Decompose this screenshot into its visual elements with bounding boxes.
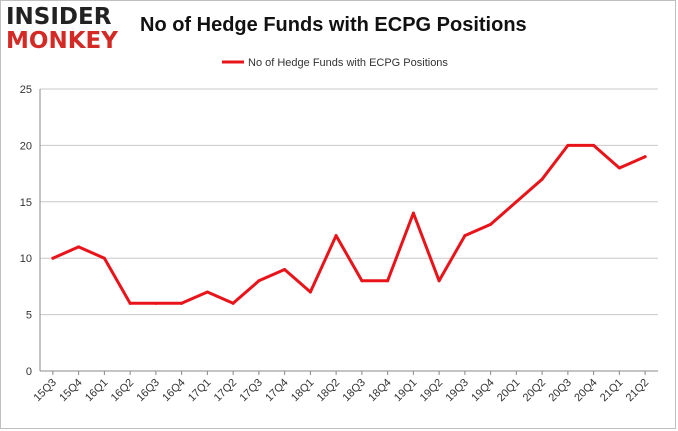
data-point: [386, 279, 390, 283]
data-point: [128, 301, 132, 305]
legend: No of Hedge Funds with ECPG Positions: [222, 57, 448, 69]
y-tick-label: 0: [26, 366, 32, 378]
x-tick-label: 15Q4: [57, 377, 85, 405]
x-tick-label: 17Q4: [263, 377, 291, 405]
data-point: [489, 222, 493, 226]
x-tick-label: 17Q1: [186, 377, 214, 405]
x-tick-label: 19Q2: [418, 377, 446, 405]
data-point: [102, 256, 106, 260]
x-tick-label: 19Q1: [392, 377, 420, 405]
x-tick-label: 15Q3: [31, 377, 59, 405]
data-point: [334, 234, 338, 238]
x-tick-label: 16Q3: [134, 377, 162, 405]
chart-title: No of Hedge Funds with ECPG Positions: [140, 14, 527, 36]
legend-label: No of Hedge Funds with ECPG Positions: [248, 57, 448, 69]
grid-lines: [39, 88, 658, 372]
y-tick-label: 10: [20, 253, 32, 265]
x-tick-label: 19Q4: [469, 377, 497, 405]
data-point: [308, 290, 312, 294]
y-tick-label: 15: [20, 197, 32, 209]
logo-line-2: MONKEY: [6, 28, 118, 54]
data-point: [411, 211, 415, 215]
y-axis-ticks: 0 5 10 15 20 25: [20, 84, 32, 378]
x-tick-label: 18Q4: [366, 377, 394, 405]
data-point: [540, 177, 544, 181]
logo-line-1: INSIDER: [6, 4, 112, 30]
x-tick-label: 21Q2: [624, 377, 652, 405]
x-tick-label: 20Q1: [495, 377, 523, 405]
data-point: [283, 267, 287, 271]
x-tick-label: 20Q3: [546, 377, 574, 405]
data-point: [51, 256, 55, 260]
data-point: [514, 200, 518, 204]
y-tick-label: 20: [20, 140, 32, 152]
x-tick-label: 16Q1: [83, 377, 111, 405]
data-point: [205, 290, 209, 294]
y-tick-label: 25: [20, 84, 32, 96]
data-point: [617, 166, 621, 170]
x-tick-label: 17Q3: [237, 377, 265, 405]
insider-monkey-logo: INSIDER MONKEY: [6, 6, 128, 53]
y-tick-label: 5: [26, 310, 32, 322]
series-line: [51, 143, 647, 305]
x-tick-label: 20Q4: [572, 377, 600, 405]
data-point: [643, 155, 647, 159]
data-point: [77, 245, 81, 249]
x-tick-label: 20Q2: [521, 377, 549, 405]
x-tick-label: 16Q2: [109, 377, 137, 405]
data-point: [592, 143, 596, 147]
x-tick-label: 17Q2: [212, 377, 240, 405]
x-tick-label: 18Q3: [340, 377, 368, 405]
data-point: [154, 301, 158, 305]
x-tick-label: 16Q4: [160, 377, 188, 405]
x-tick-label: 18Q2: [315, 377, 343, 405]
data-point: [566, 143, 570, 147]
x-tick-label: 19Q3: [443, 377, 471, 405]
x-tick-label: 18Q1: [289, 377, 317, 405]
data-point: [463, 234, 467, 238]
data-point: [360, 279, 364, 283]
data-point: [231, 301, 235, 305]
data-point: [180, 301, 184, 305]
series-layer: [51, 143, 647, 305]
data-point: [257, 279, 261, 283]
x-axis-ticks: 15Q315Q416Q116Q216Q316Q417Q117Q217Q317Q4…: [31, 371, 651, 404]
data-point: [437, 279, 441, 283]
x-tick-label: 21Q1: [598, 377, 626, 405]
